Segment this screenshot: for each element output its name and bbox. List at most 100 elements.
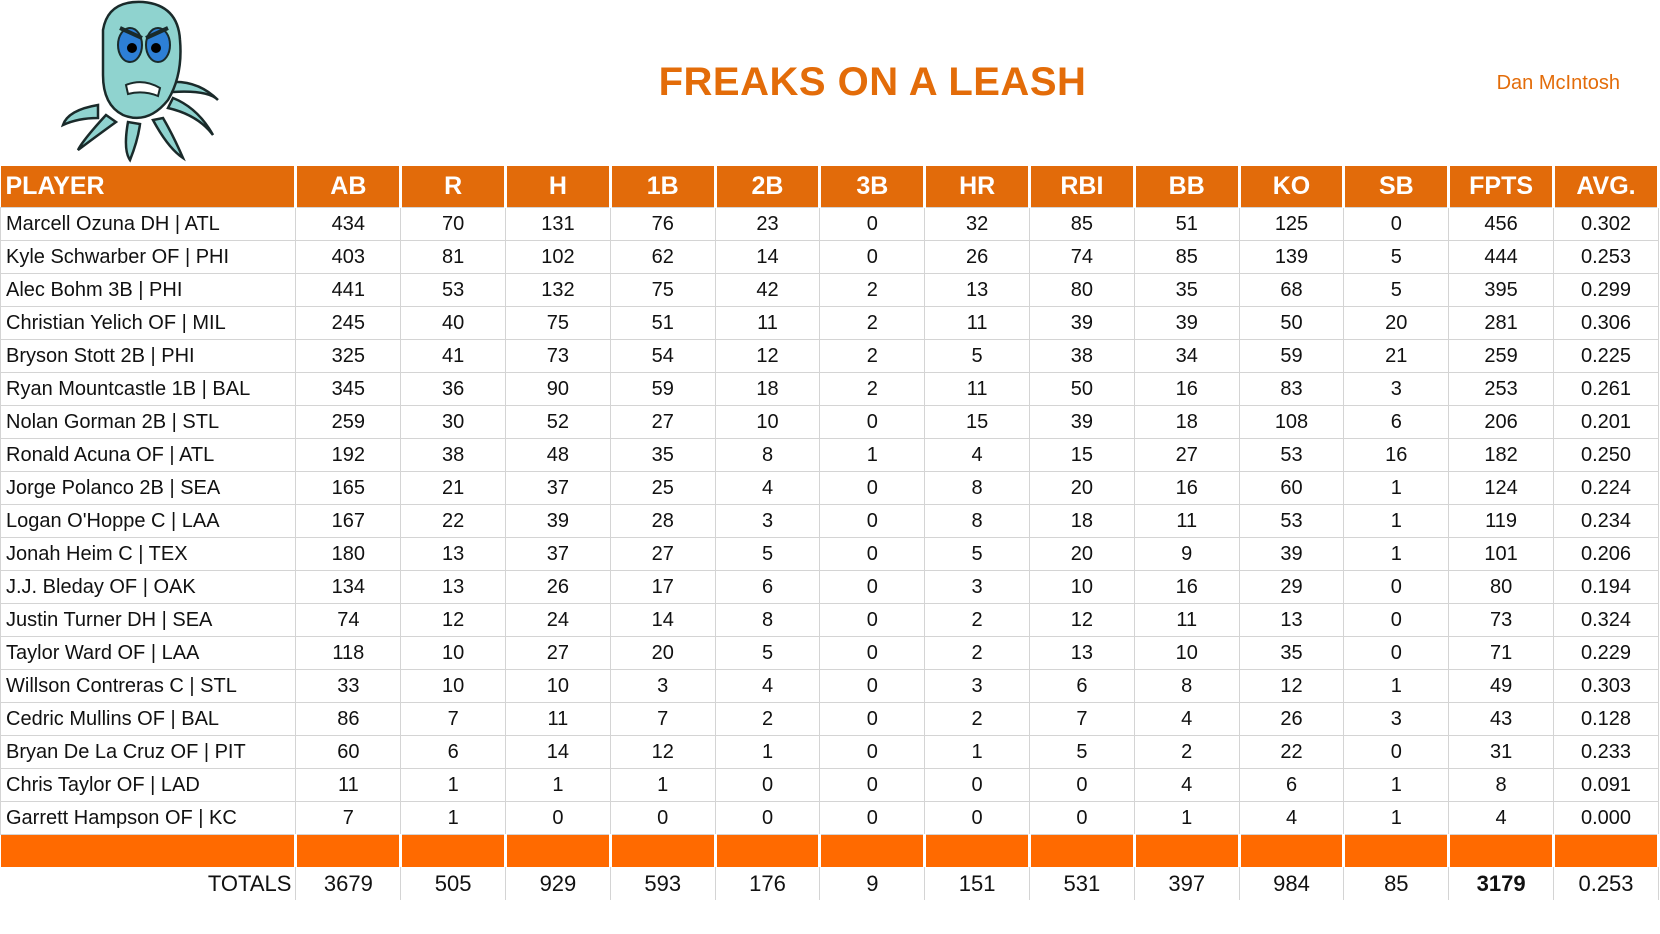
stats-table: PLAYER AB R H 1B 2B 3B HR RBI BB KO SB FPTS AVG. Marc… (0, 166, 1660, 900)
table-row: Cedric Mullins OF | BAL 86 7 11 7 2 0 2 7 4 26 3 43 0… (0, 702, 1659, 736)
column-header: HR (924, 166, 1032, 208)
stat-cell: 73 (505, 339, 611, 373)
octopus-logo (60, 0, 219, 163)
stat-cell: 1 (714, 735, 821, 769)
total-cell: 593 (610, 867, 716, 900)
stat-cell: 38 (1029, 339, 1135, 373)
stat-cell: 39 (1238, 537, 1345, 571)
stat-cell: 0.229 (1553, 636, 1659, 670)
stat-cell: 53 (400, 273, 507, 307)
stat-cell: 80 (1029, 273, 1135, 307)
stat-cell: 395 (1448, 273, 1554, 307)
table-row: Chris Taylor OF | LAD 11 1 1 1 0 0 0 0 4 6 1 8 0.091 (0, 768, 1659, 802)
stat-cell: 3 (609, 669, 716, 703)
table-row: Alec Bohm 3B | PHI 441 53 132 75 42 2 13 80 35 68 5… (0, 273, 1659, 307)
player-name: Garrett Hampson OF | KC (0, 801, 297, 835)
column-header: SB (1343, 166, 1451, 208)
stat-cell: 83 (1238, 372, 1345, 406)
stat-cell: 6 (400, 735, 507, 769)
stat-cell: 0.303 (1553, 669, 1659, 703)
stat-cell: 0.225 (1553, 339, 1659, 373)
band-cell (1448, 834, 1555, 867)
stat-cell: 51 (609, 306, 716, 340)
stat-cell: 16 (1343, 438, 1450, 472)
stat-cell: 71 (1448, 636, 1554, 670)
stat-cell: 1 (505, 768, 611, 802)
stat-cell: 0.324 (1553, 603, 1659, 637)
stat-cell: 0 (1343, 207, 1450, 241)
stat-cell: 0 (819, 240, 926, 274)
stat-cell: 444 (1448, 240, 1554, 274)
stat-cell: 0 (819, 405, 926, 439)
stat-cell: 26 (505, 570, 611, 604)
stat-cell: 25 (609, 471, 716, 505)
stat-cell: 8 (924, 471, 1031, 505)
stat-cell: 132 (505, 273, 611, 307)
stat-cell: 11 (924, 372, 1031, 406)
stat-cell: 27 (1133, 438, 1240, 472)
stat-cell: 119 (1448, 504, 1554, 538)
stat-cell: 38 (400, 438, 507, 472)
stat-cell: 4 (1238, 801, 1345, 835)
stat-cell: 1 (1133, 801, 1240, 835)
stat-cell: 5 (1343, 273, 1450, 307)
player-name: Chris Taylor OF | LAD (0, 768, 297, 802)
stat-cell: 131 (505, 207, 611, 241)
stat-cell: 8 (714, 603, 821, 637)
stat-cell: 60 (1238, 471, 1345, 505)
stat-cell: 26 (924, 240, 1031, 274)
stat-cell: 0.091 (1553, 768, 1659, 802)
stat-cell: 18 (1133, 405, 1240, 439)
stat-cell: 17 (609, 570, 716, 604)
stat-cell: 8 (924, 504, 1031, 538)
total-cell: 9 (819, 867, 926, 900)
stat-cell: 18 (714, 372, 821, 406)
stat-cell: 21 (1343, 339, 1450, 373)
stat-cell: 4 (714, 669, 821, 703)
stat-cell: 32 (924, 207, 1031, 241)
stat-cell: 33 (295, 669, 402, 703)
band-cell (1029, 834, 1136, 867)
column-header: 1B (610, 166, 717, 208)
stat-cell: 259 (295, 405, 402, 439)
band-cell (1343, 834, 1451, 867)
stat-cell: 43 (1448, 702, 1554, 736)
stat-cell: 12 (714, 339, 821, 373)
total-cell: 505 (400, 867, 507, 900)
stat-cell: 345 (295, 372, 402, 406)
table-row: Jorge Polanco 2B | SEA 165 21 37 25 4 0 8 20 16 60… (0, 471, 1659, 505)
stat-cell: 35 (1133, 273, 1240, 307)
stat-cell: 10 (1029, 570, 1135, 604)
stat-cell: 34 (1133, 339, 1240, 373)
stat-cell: 4 (1133, 702, 1240, 736)
stat-cell: 253 (1448, 372, 1554, 406)
stat-cell: 2 (819, 273, 926, 307)
stat-cell: 14 (609, 603, 716, 637)
stat-cell: 4 (1133, 768, 1240, 802)
stat-cell: 0 (609, 801, 716, 835)
stat-cell: 39 (1029, 405, 1135, 439)
band-cell (1239, 834, 1346, 867)
stat-cell: 0.250 (1553, 438, 1659, 472)
stat-cell: 0.201 (1553, 405, 1659, 439)
table-row: Logan O'Hoppe C | LAA 167 22 39 28 3 0 8 18 11 53 1… (0, 504, 1659, 538)
stat-cell: 59 (609, 372, 716, 406)
stat-cell: 0.234 (1553, 504, 1659, 538)
stat-cell: 12 (609, 735, 716, 769)
stat-cell: 52 (505, 405, 611, 439)
stat-cell: 5 (1343, 240, 1450, 274)
player-name: Christian Yelich OF | MIL (0, 306, 297, 340)
stat-cell: 16 (1133, 372, 1240, 406)
stat-cell: 0 (924, 768, 1031, 802)
stat-cell: 30 (400, 405, 507, 439)
stat-cell: 3 (1343, 702, 1450, 736)
stat-cell: 118 (295, 636, 402, 670)
stat-cell: 21 (400, 471, 507, 505)
stat-cell: 11 (714, 306, 821, 340)
stat-cell: 259 (1448, 339, 1554, 373)
stat-cell: 10 (400, 669, 507, 703)
stat-cell: 12 (400, 603, 507, 637)
stat-cell: 6 (1343, 405, 1450, 439)
stat-cell: 10 (505, 669, 611, 703)
stat-cell: 281 (1448, 306, 1554, 340)
